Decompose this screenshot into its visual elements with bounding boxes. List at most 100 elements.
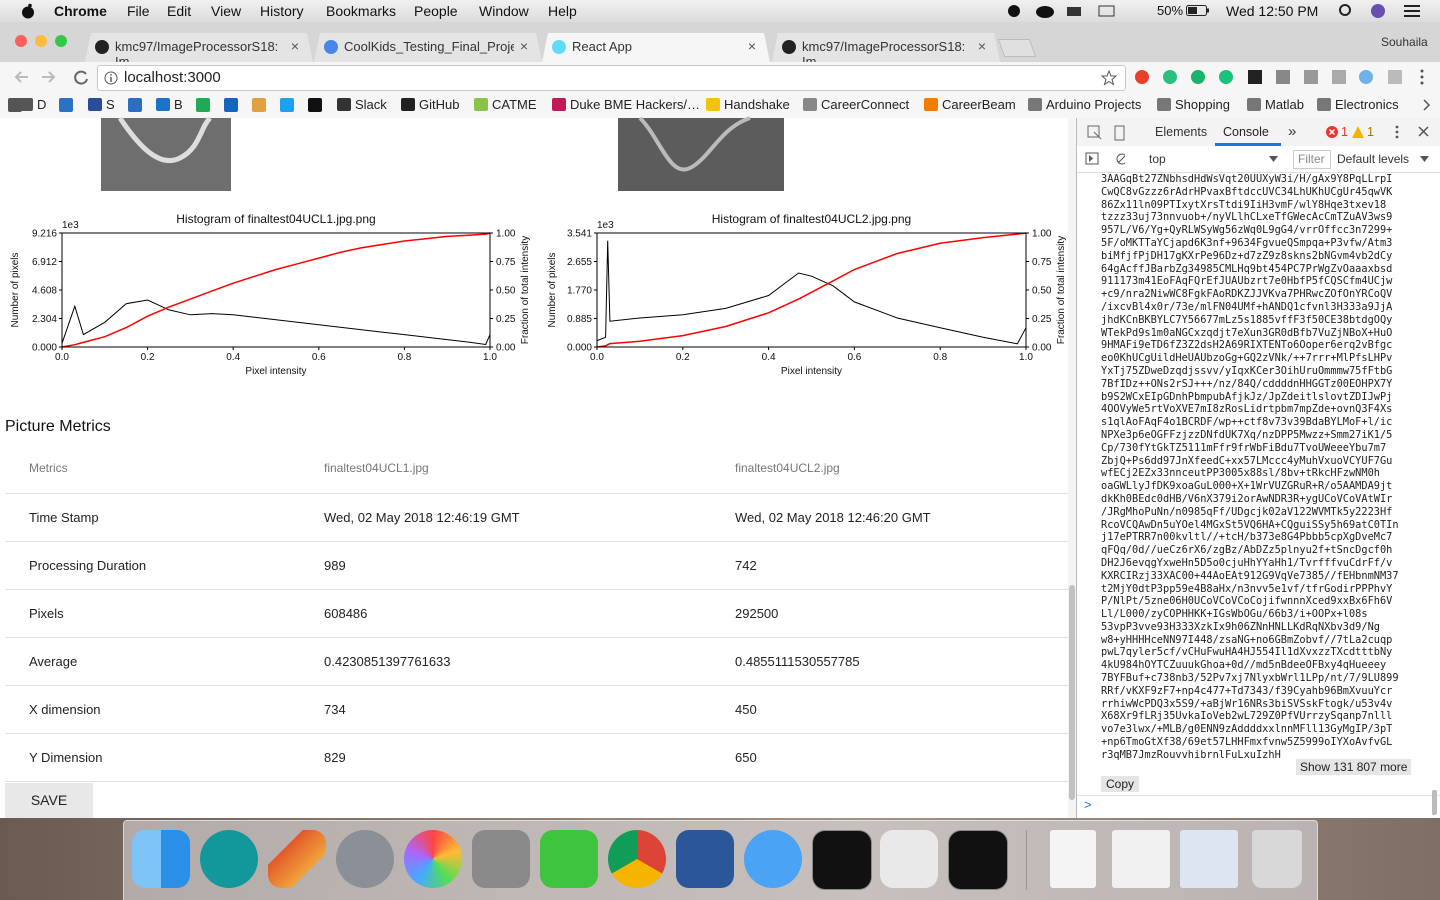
devtools-panel <box>1076 118 1440 818</box>
slack-icon[interactable] <box>880 830 938 888</box>
copy-button[interactable]: Copy <box>1101 776 1140 792</box>
messages-icon[interactable] <box>744 830 802 888</box>
matlab-icon[interactable] <box>268 830 326 888</box>
menu-item[interactable]: View <box>211 3 242 19</box>
bookmark[interactable]: GitHub <box>419 97 460 112</box>
levels-dropdown-arrow[interactable] <box>1420 156 1430 162</box>
bookmark[interactable]: CATME <box>492 97 537 112</box>
context-selector[interactable]: top <box>1149 152 1166 166</box>
downloads-stack-icon[interactable] <box>1180 830 1238 888</box>
tab[interactable]: kmc97/ImageProcessorS18: Im × <box>85 33 313 62</box>
info-icon <box>104 71 118 85</box>
menu-item[interactable]: File <box>127 3 150 19</box>
bookmark[interactable]: Arduino Projects <box>1046 97 1142 112</box>
bookmark[interactable]: Handshake <box>724 97 790 112</box>
bookmark-icon[interactable] <box>280 98 294 112</box>
bookmark-star[interactable] <box>1101 70 1117 86</box>
arduino-icon[interactable] <box>200 830 258 888</box>
bookmark-icon[interactable] <box>196 98 210 112</box>
save-button[interactable]: SAVE <box>5 783 93 818</box>
tab-close[interactable]: × <box>977 38 986 54</box>
bookmark[interactable]: Duke BME Hackers/… <box>570 97 701 112</box>
document-icon[interactable] <box>1050 830 1096 888</box>
y-tick-label: 9.216 <box>32 229 57 240</box>
show-more-button[interactable]: Show 131 807 more <box>1296 759 1412 775</box>
url[interactable]: localhost:3000 <box>124 69 221 86</box>
terminal-icon[interactable] <box>812 830 872 890</box>
bookmark[interactable]: S <box>106 97 115 112</box>
console-line: 53vpP3vve93H333XzkIx9h06ZNnHNLLKdRqNXbv3… <box>1101 620 1380 633</box>
facetime-icon[interactable] <box>540 830 598 888</box>
levels-selector[interactable]: Default levels <box>1337 152 1410 166</box>
tab-title[interactable]: kmc97/ImageProcessorS18: Im <box>802 39 966 62</box>
console-prompt[interactable]: > <box>1084 797 1092 812</box>
bookmarks-overflow[interactable] <box>1422 99 1432 111</box>
warning-count[interactable]: 1 <box>1367 125 1374 139</box>
clock[interactable]: Wed 12:50 PM <box>1226 3 1319 19</box>
console-toolbar: top Filter Default levels <box>1077 146 1440 173</box>
folder-stack-icon[interactable] <box>1112 830 1170 888</box>
devtools-menu-close[interactable] <box>1393 124 1437 140</box>
address-bar[interactable]: localhost:3000 <box>97 65 1126 91</box>
menu-item[interactable]: Edit <box>167 3 192 19</box>
bookmark[interactable]: CareerConnect <box>821 97 910 112</box>
bookmark[interactable]: D <box>37 97 47 112</box>
bookmark[interactable]: Shopping <box>1175 97 1230 112</box>
tab-active[interactable]: React App × <box>542 33 770 62</box>
bookmark[interactable]: Electronics <box>1335 97 1399 112</box>
inspect-icons[interactable] <box>1087 125 1127 141</box>
menu-item[interactable]: People <box>414 3 458 19</box>
menu-item[interactable]: Bookmarks <box>326 3 397 19</box>
y-tick-label: 2.304 <box>32 314 57 325</box>
tab-title[interactable]: kmc97/ImageProcessorS18: Im <box>115 39 279 62</box>
console-scrollbar-thumb[interactable] <box>1432 790 1437 815</box>
context-dropdown-arrow[interactable] <box>1269 156 1279 162</box>
menu-item[interactable]: Window <box>479 3 529 19</box>
bookmark-icon[interactable] <box>59 98 73 112</box>
image-thumbnail <box>618 118 784 191</box>
page-scrollbar-thumb[interactable] <box>1069 585 1075 800</box>
system-preferences-icon[interactable] <box>472 830 530 888</box>
profile-name[interactable]: Souhaila <box>1381 35 1428 49</box>
app-menu[interactable]: Chrome <box>54 3 107 19</box>
new-tab-button[interactable] <box>997 39 1037 57</box>
bookmark-icon[interactable] <box>8 98 22 112</box>
word-icon[interactable] <box>676 830 734 888</box>
filter-box[interactable] <box>1293 150 1331 169</box>
photos-icon[interactable] <box>404 830 462 888</box>
exec-icon[interactable] <box>948 830 1008 890</box>
filter-placeholder[interactable]: Filter <box>1298 152 1325 166</box>
apple-logo[interactable] <box>20 3 36 19</box>
bookmark[interactable]: Slack <box>355 97 387 112</box>
tab-title[interactable]: React App <box>572 39 632 54</box>
menu-item[interactable]: History <box>260 3 304 19</box>
battery-level[interactable]: 50% <box>1157 3 1184 18</box>
bookmark-icon[interactable] <box>252 98 266 112</box>
tab-close[interactable]: × <box>519 38 528 54</box>
devtools-tab[interactable]: Elements <box>1155 125 1208 139</box>
page-scrollbar[interactable] <box>1068 118 1076 818</box>
menu-item[interactable]: Help <box>548 3 577 19</box>
bookmark-icon[interactable] <box>308 98 322 112</box>
launchpad-icon[interactable] <box>336 830 394 888</box>
tab[interactable]: CoolKids_Testing_Final_Project × <box>314 33 542 62</box>
bookmark[interactable]: B <box>174 97 183 112</box>
window-controls[interactable] <box>14 34 74 48</box>
nav-buttons[interactable] <box>12 68 92 86</box>
tab-close[interactable]: × <box>290 38 299 54</box>
bookmark-icon[interactable] <box>224 98 238 112</box>
bookmark-icon[interactable] <box>128 98 142 112</box>
error-count[interactable]: 1 <box>1341 125 1348 139</box>
chrome-icon[interactable] <box>608 830 666 888</box>
extension-icons[interactable] <box>1130 68 1430 86</box>
console-icons[interactable] <box>1085 152 1125 166</box>
trash-icon[interactable] <box>1252 830 1302 888</box>
more-tabs[interactable]: » <box>1288 123 1297 140</box>
tab-close[interactable]: × <box>747 38 756 54</box>
tab-title[interactable]: CoolKids_Testing_Final_Project <box>344 39 514 54</box>
bookmark[interactable]: CareerBeam <box>942 97 1016 112</box>
devtools-tab-active[interactable]: Console <box>1223 125 1269 139</box>
tab[interactable]: kmc97/ImageProcessorS18: Im × <box>772 33 1000 62</box>
finder-icon[interactable] <box>132 830 190 888</box>
bookmark[interactable]: Matlab <box>1265 97 1305 112</box>
